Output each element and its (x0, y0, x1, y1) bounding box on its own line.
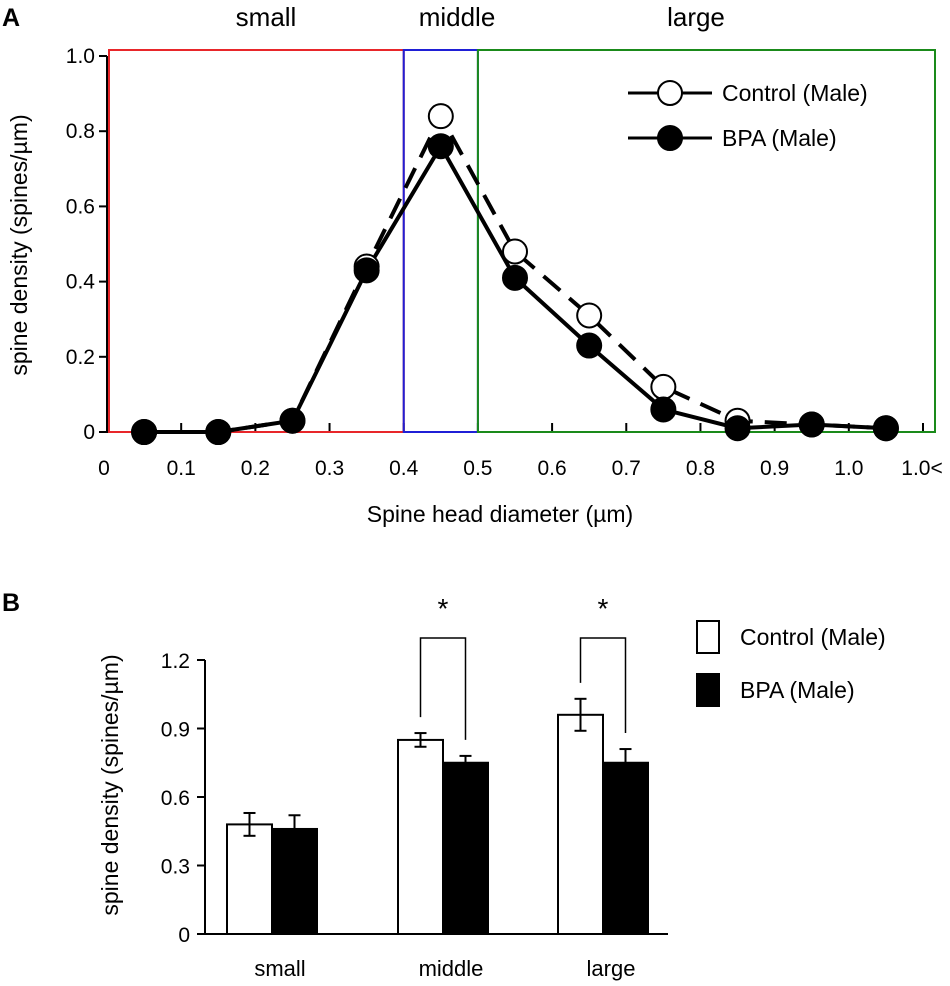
point-control (650, 373, 677, 400)
error-bar-small-control (243, 811, 256, 837)
error-bar-middle-control (414, 732, 427, 748)
b-x-tick-label-small: small (254, 956, 305, 981)
a-legend-label: Control (Male) (722, 80, 868, 106)
panel-a-line-chart: 0 0.2 0.4 0.6 0.8 1.0 0 0.1 0.2 0.3 0.4 0.5 0.6 0.7 0.… (6, 2, 943, 527)
a-legend-marker (657, 80, 683, 106)
point-bpa (131, 419, 158, 445)
a-x-tick-label: 0.5 (463, 457, 492, 480)
significance-star-middle: * (438, 593, 449, 624)
a-x-tick-label: 1.0 (834, 457, 863, 480)
point-bpa (502, 264, 528, 291)
a-y-tick-label: 0.6 (66, 195, 95, 218)
a-x-tick-label: 0.9 (760, 457, 789, 480)
point-bpa (576, 332, 603, 359)
point-bpa (798, 411, 825, 438)
panel-b-bar-chart: 0 0.3 0.6 0.9 1.2 spine density (spines/µm) sm… (97, 593, 886, 981)
point-bpa (427, 133, 454, 160)
b-y-axis-title: spine density (spines/µm) (97, 654, 123, 915)
a-legend-label: BPA (Male) (722, 125, 837, 151)
b-x-tick-label-middle: middle (419, 956, 484, 981)
bar-small-control (226, 823, 273, 936)
point-bpa (650, 396, 677, 423)
b-x-tick-label-large: large (587, 956, 636, 981)
b-legend-label: BPA (Male) (740, 677, 855, 703)
region-box-large (476, 49, 936, 433)
panel-b-label: B (2, 589, 20, 617)
point-bpa (205, 419, 232, 445)
point-bpa (353, 257, 380, 284)
point-control (576, 302, 603, 329)
a-x-tick-label: 0.6 (537, 457, 566, 480)
bar-middle-control (397, 738, 444, 936)
a-x-tick-label: 1.0< (901, 457, 942, 480)
point-control (502, 238, 528, 265)
b-y-tick-label: 0.9 (161, 719, 190, 742)
region-label-large: large (667, 2, 725, 32)
region-label-middle: middle (419, 2, 496, 32)
point-bpa (724, 415, 751, 442)
a-x-tick-label: 0 (98, 457, 110, 480)
b-legend-label: Control (Male) (740, 624, 886, 650)
region-box-small (108, 49, 405, 433)
b-y-tick-label: 0.6 (161, 787, 190, 810)
b-y-tick-label: 1.2 (161, 650, 190, 673)
error-bar-small-bpa (288, 814, 301, 844)
a-legend-marker (657, 125, 683, 151)
significance-star-large: * (598, 593, 609, 624)
b-y-tick-label: 0.3 (161, 856, 190, 879)
a-x-tick-label: 0.1 (167, 457, 196, 480)
bar-middle-bpa (442, 761, 489, 935)
bar-small-bpa (271, 827, 318, 936)
point-bpa (279, 407, 306, 434)
bar-large-control (557, 713, 604, 935)
error-bar-middle-bpa (459, 754, 472, 771)
a-x-tick-label: 0.7 (612, 457, 641, 480)
b-y-tick-label: 0 (178, 924, 190, 947)
a-y-axis-title: spine density (spines/µm) (6, 114, 32, 375)
a-x-axis-title: Spine head diameter (µm) (367, 501, 633, 527)
a-x-tick-label: 0.4 (389, 457, 419, 480)
b-legend-swatch (696, 673, 720, 707)
region-label-small: small (236, 2, 297, 32)
significance-bracket-middle (419, 637, 467, 740)
error-bar-large-bpa (619, 748, 632, 778)
a-y-tick-label: 0.8 (66, 120, 95, 143)
point-control (427, 103, 454, 130)
a-y-tick-label: 1.0 (66, 45, 95, 68)
a-y-tick-label: 0.4 (66, 271, 96, 294)
b-legend-swatch (696, 620, 720, 654)
a-y-tick-label: 0 (83, 421, 95, 444)
a-x-tick-label: 0.3 (315, 457, 344, 480)
a-x-tick-label: 0.8 (686, 457, 715, 480)
significance-bracket-large (579, 637, 627, 734)
panel-a-label: A (2, 4, 20, 32)
bar-large-bpa (602, 761, 649, 935)
error-bar-large-control (574, 697, 587, 732)
a-y-tick-label: 0.2 (66, 346, 95, 369)
point-bpa (872, 415, 899, 442)
a-x-tick-label: 0.2 (241, 457, 270, 480)
